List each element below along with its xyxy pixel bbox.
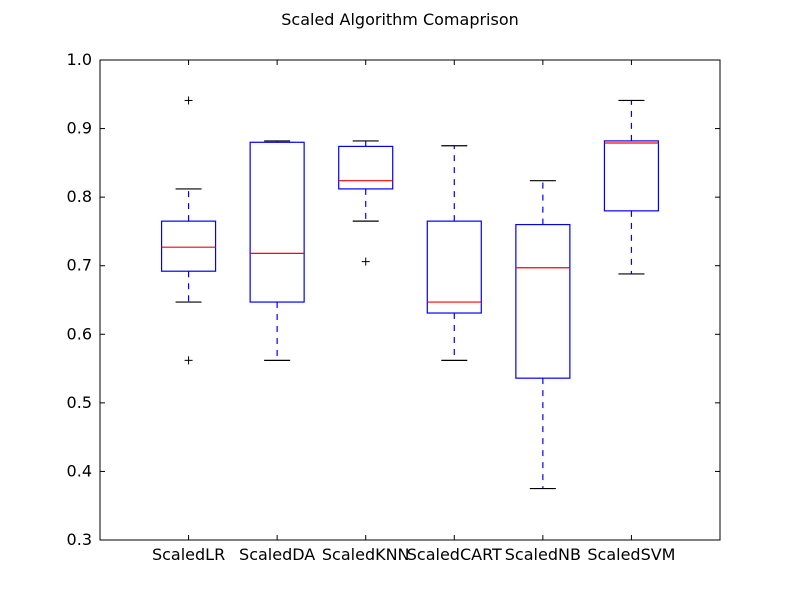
outlier-marker (184, 96, 193, 105)
y-tick-label: 0.4 (67, 461, 92, 480)
boxes-layer (160, 96, 660, 490)
box-group-scaledcart (426, 145, 482, 361)
y-tick-label: 0.8 (67, 187, 92, 206)
box (603, 140, 660, 212)
x-tick-label: ScaledLR (152, 545, 225, 564)
y-tick-label: 0.9 (67, 119, 92, 138)
x-tick-label: ScaledCART (407, 545, 502, 564)
box (338, 145, 394, 190)
y-tick-label: 1.0 (67, 50, 92, 69)
y-axis: 0.3 0.4 0.5 0.6 0.7 0.8 0.9 1.0 (67, 50, 720, 549)
y-tick-label: 0.7 (67, 256, 92, 275)
x-tick-label: ScaledNB (505, 545, 581, 564)
y-tick-label: 0.5 (67, 393, 92, 412)
box-group-scaledlr (160, 96, 217, 365)
box-group-scaledda (249, 140, 305, 361)
box-group-scaledsvm (603, 99, 660, 275)
box-group-scaledknn (338, 140, 394, 266)
box (160, 220, 217, 272)
box (426, 220, 482, 314)
x-tick-label: ScaledSVM (587, 545, 675, 564)
outlier-marker (361, 257, 370, 266)
chart-title: Scaled Algorithm Comaprison (281, 10, 519, 29)
x-tick-label: ScaledKNN (322, 545, 410, 564)
box (249, 141, 305, 303)
y-tick-label: 0.3 (67, 530, 92, 549)
y-tick-label: 0.6 (67, 324, 92, 343)
x-tick-label: ScaledDA (239, 545, 315, 564)
outlier-marker (184, 356, 193, 365)
plot-area (99, 59, 721, 541)
box-group-scalednb (515, 180, 571, 490)
box (515, 223, 571, 379)
